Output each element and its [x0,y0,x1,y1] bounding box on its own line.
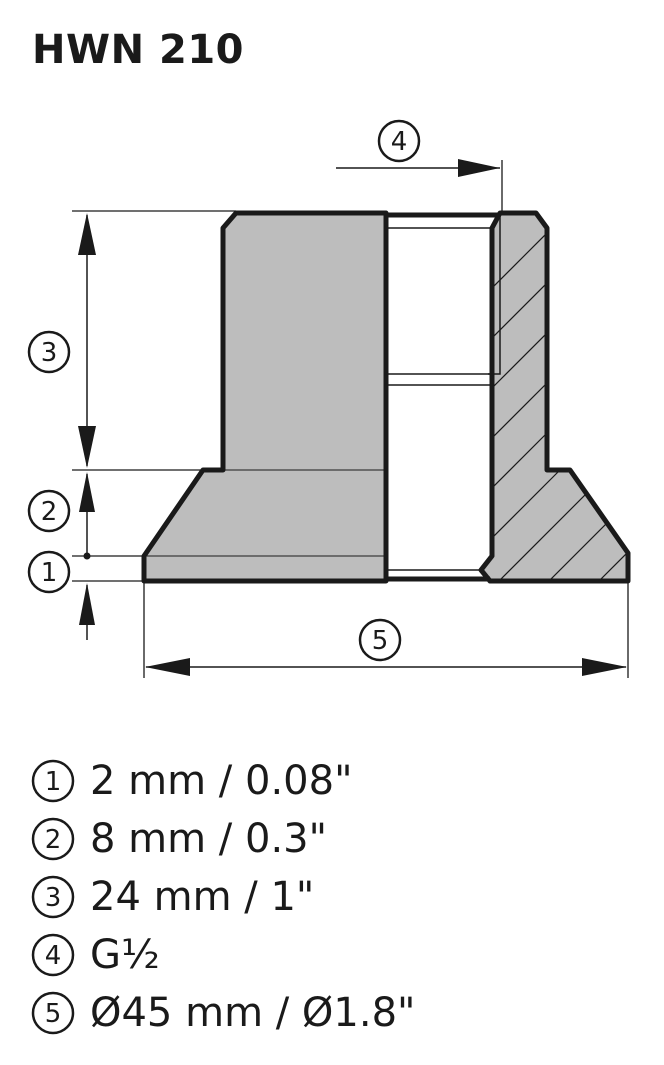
page-title: HWN 210 [32,27,244,73]
legend-text: 24 mm / 1" [90,874,315,920]
dimension-5-arrow-right [582,658,627,676]
circled-number-icon: 1 [31,759,75,803]
legend-text: 2 mm / 0.08" [90,758,353,804]
svg-text:5: 5 [372,626,389,656]
callout-1: 1 [27,550,71,594]
circled-number-icon: 2 [31,817,75,861]
circled-number-icon: 3 [31,875,75,919]
svg-text:2: 2 [41,497,58,527]
svg-text:3: 3 [45,883,62,913]
dimension-2-terminator-dot [83,552,91,560]
callout-2: 2 [27,489,71,533]
legend-item: 2 8 mm / 0.3" [30,810,415,868]
dimension-legend: 1 2 mm / 0.08" 2 8 mm / 0.3" 3 24 mm / 1… [30,752,415,1042]
dimension-3-arrow-top [78,213,96,255]
thread-major-diameter [488,213,501,375]
legend-text: 8 mm / 0.3" [90,816,328,862]
dimension-2-arrow-top [79,472,95,512]
svg-text:3: 3 [41,338,58,368]
legend-text: G½ [90,932,160,978]
right-cut-section [478,210,631,584]
dimension-3-arrow-bottom [78,426,96,468]
legend-text: Ø45 mm / Ø1.8" [90,990,416,1036]
svg-text:5: 5 [45,999,62,1029]
callout-4: 4 [377,119,421,163]
svg-text:1: 1 [45,767,62,797]
svg-text:2: 2 [45,825,62,855]
legend-item: 4 G½ [30,926,415,984]
technical-drawing: 3 2 1 4 5 [27,119,631,678]
legend-item: 3 24 mm / 1" [30,868,415,926]
circled-number-icon: 5 [31,991,75,1035]
callout-3: 3 [27,330,71,374]
svg-text:1: 1 [41,558,58,588]
svg-text:4: 4 [391,127,408,157]
svg-text:4: 4 [45,941,62,971]
dimension-1-arrow [79,583,95,625]
dimension-4-arrow [458,159,500,177]
dimension-5-arrow-left [145,658,190,676]
left-body-section [141,210,389,584]
callout-5: 5 [358,618,402,662]
legend-item: 1 2 mm / 0.08" [30,752,415,810]
legend-item: 5 Ø45 mm / Ø1.8" [30,984,415,1042]
circled-number-icon: 4 [31,933,75,977]
